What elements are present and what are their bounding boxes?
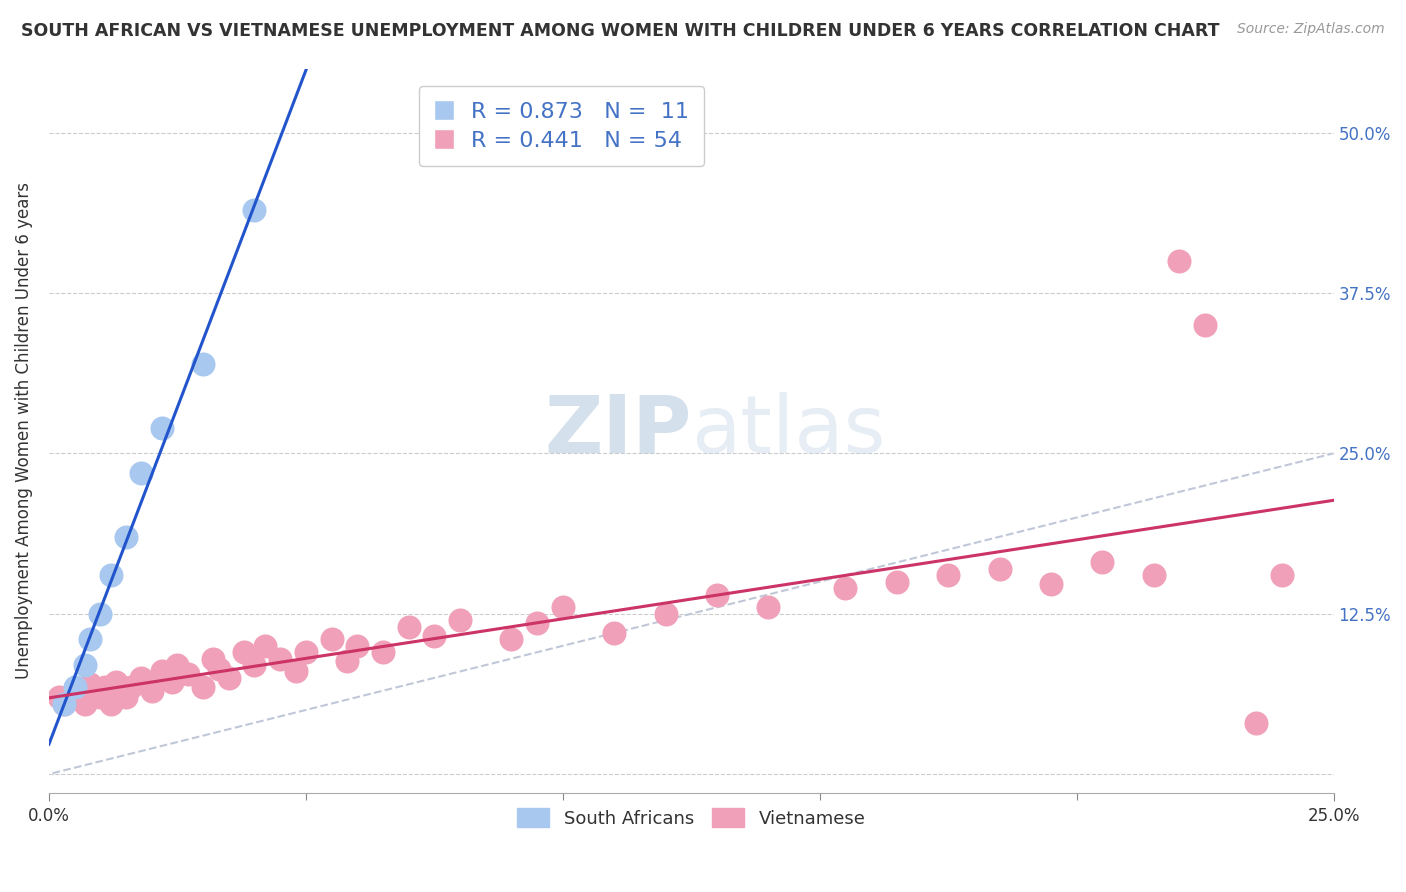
Point xyxy=(84,683,107,698)
Point xyxy=(69,690,91,705)
Point xyxy=(100,568,122,582)
Point xyxy=(104,674,127,689)
Point xyxy=(346,639,368,653)
Point xyxy=(79,632,101,647)
Point xyxy=(94,680,117,694)
Point xyxy=(150,421,173,435)
Point xyxy=(177,667,200,681)
Point xyxy=(53,697,76,711)
Point xyxy=(321,632,343,647)
Point xyxy=(988,562,1011,576)
Point xyxy=(295,645,318,659)
Point xyxy=(53,697,76,711)
Point xyxy=(79,677,101,691)
Point xyxy=(243,658,266,673)
Point xyxy=(253,639,276,653)
Point xyxy=(936,568,959,582)
Point xyxy=(120,680,142,694)
Point xyxy=(423,629,446,643)
Point xyxy=(166,658,188,673)
Point xyxy=(218,671,240,685)
Y-axis label: Unemployment Among Women with Children Under 6 years: Unemployment Among Women with Children U… xyxy=(15,183,32,680)
Point xyxy=(89,607,111,621)
Point xyxy=(63,683,86,698)
Legend: South Africans, Vietnamese: South Africans, Vietnamese xyxy=(509,801,873,835)
Point xyxy=(150,665,173,679)
Point xyxy=(131,671,153,685)
Point xyxy=(1143,568,1166,582)
Point xyxy=(551,600,574,615)
Point xyxy=(89,690,111,705)
Point xyxy=(706,587,728,601)
Point xyxy=(1246,715,1268,730)
Point xyxy=(1039,577,1062,591)
Point xyxy=(243,202,266,217)
Point xyxy=(336,654,359,668)
Point xyxy=(834,581,856,595)
Point xyxy=(1194,318,1216,332)
Point xyxy=(191,680,214,694)
Point xyxy=(202,651,225,665)
Point xyxy=(73,658,96,673)
Point xyxy=(73,697,96,711)
Point xyxy=(284,665,307,679)
Point xyxy=(131,466,153,480)
Point xyxy=(603,626,626,640)
Point xyxy=(269,651,291,665)
Point xyxy=(162,674,184,689)
Point xyxy=(501,632,523,647)
Point xyxy=(233,645,256,659)
Point xyxy=(141,683,163,698)
Point xyxy=(654,607,676,621)
Point xyxy=(48,690,70,705)
Point xyxy=(449,613,471,627)
Point xyxy=(191,357,214,371)
Text: Source: ZipAtlas.com: Source: ZipAtlas.com xyxy=(1237,22,1385,37)
Point xyxy=(100,697,122,711)
Point xyxy=(115,530,138,544)
Point xyxy=(526,615,548,630)
Point xyxy=(371,645,394,659)
Point xyxy=(1091,556,1114,570)
Point xyxy=(63,680,86,694)
Point xyxy=(886,574,908,589)
Text: ZIP: ZIP xyxy=(544,392,692,470)
Point xyxy=(1168,254,1191,268)
Point xyxy=(115,690,138,705)
Point xyxy=(398,619,420,633)
Point xyxy=(1271,568,1294,582)
Point xyxy=(756,600,779,615)
Text: atlas: atlas xyxy=(692,392,886,470)
Text: SOUTH AFRICAN VS VIETNAMESE UNEMPLOYMENT AMONG WOMEN WITH CHILDREN UNDER 6 YEARS: SOUTH AFRICAN VS VIETNAMESE UNEMPLOYMENT… xyxy=(21,22,1219,40)
Point xyxy=(207,662,229,676)
